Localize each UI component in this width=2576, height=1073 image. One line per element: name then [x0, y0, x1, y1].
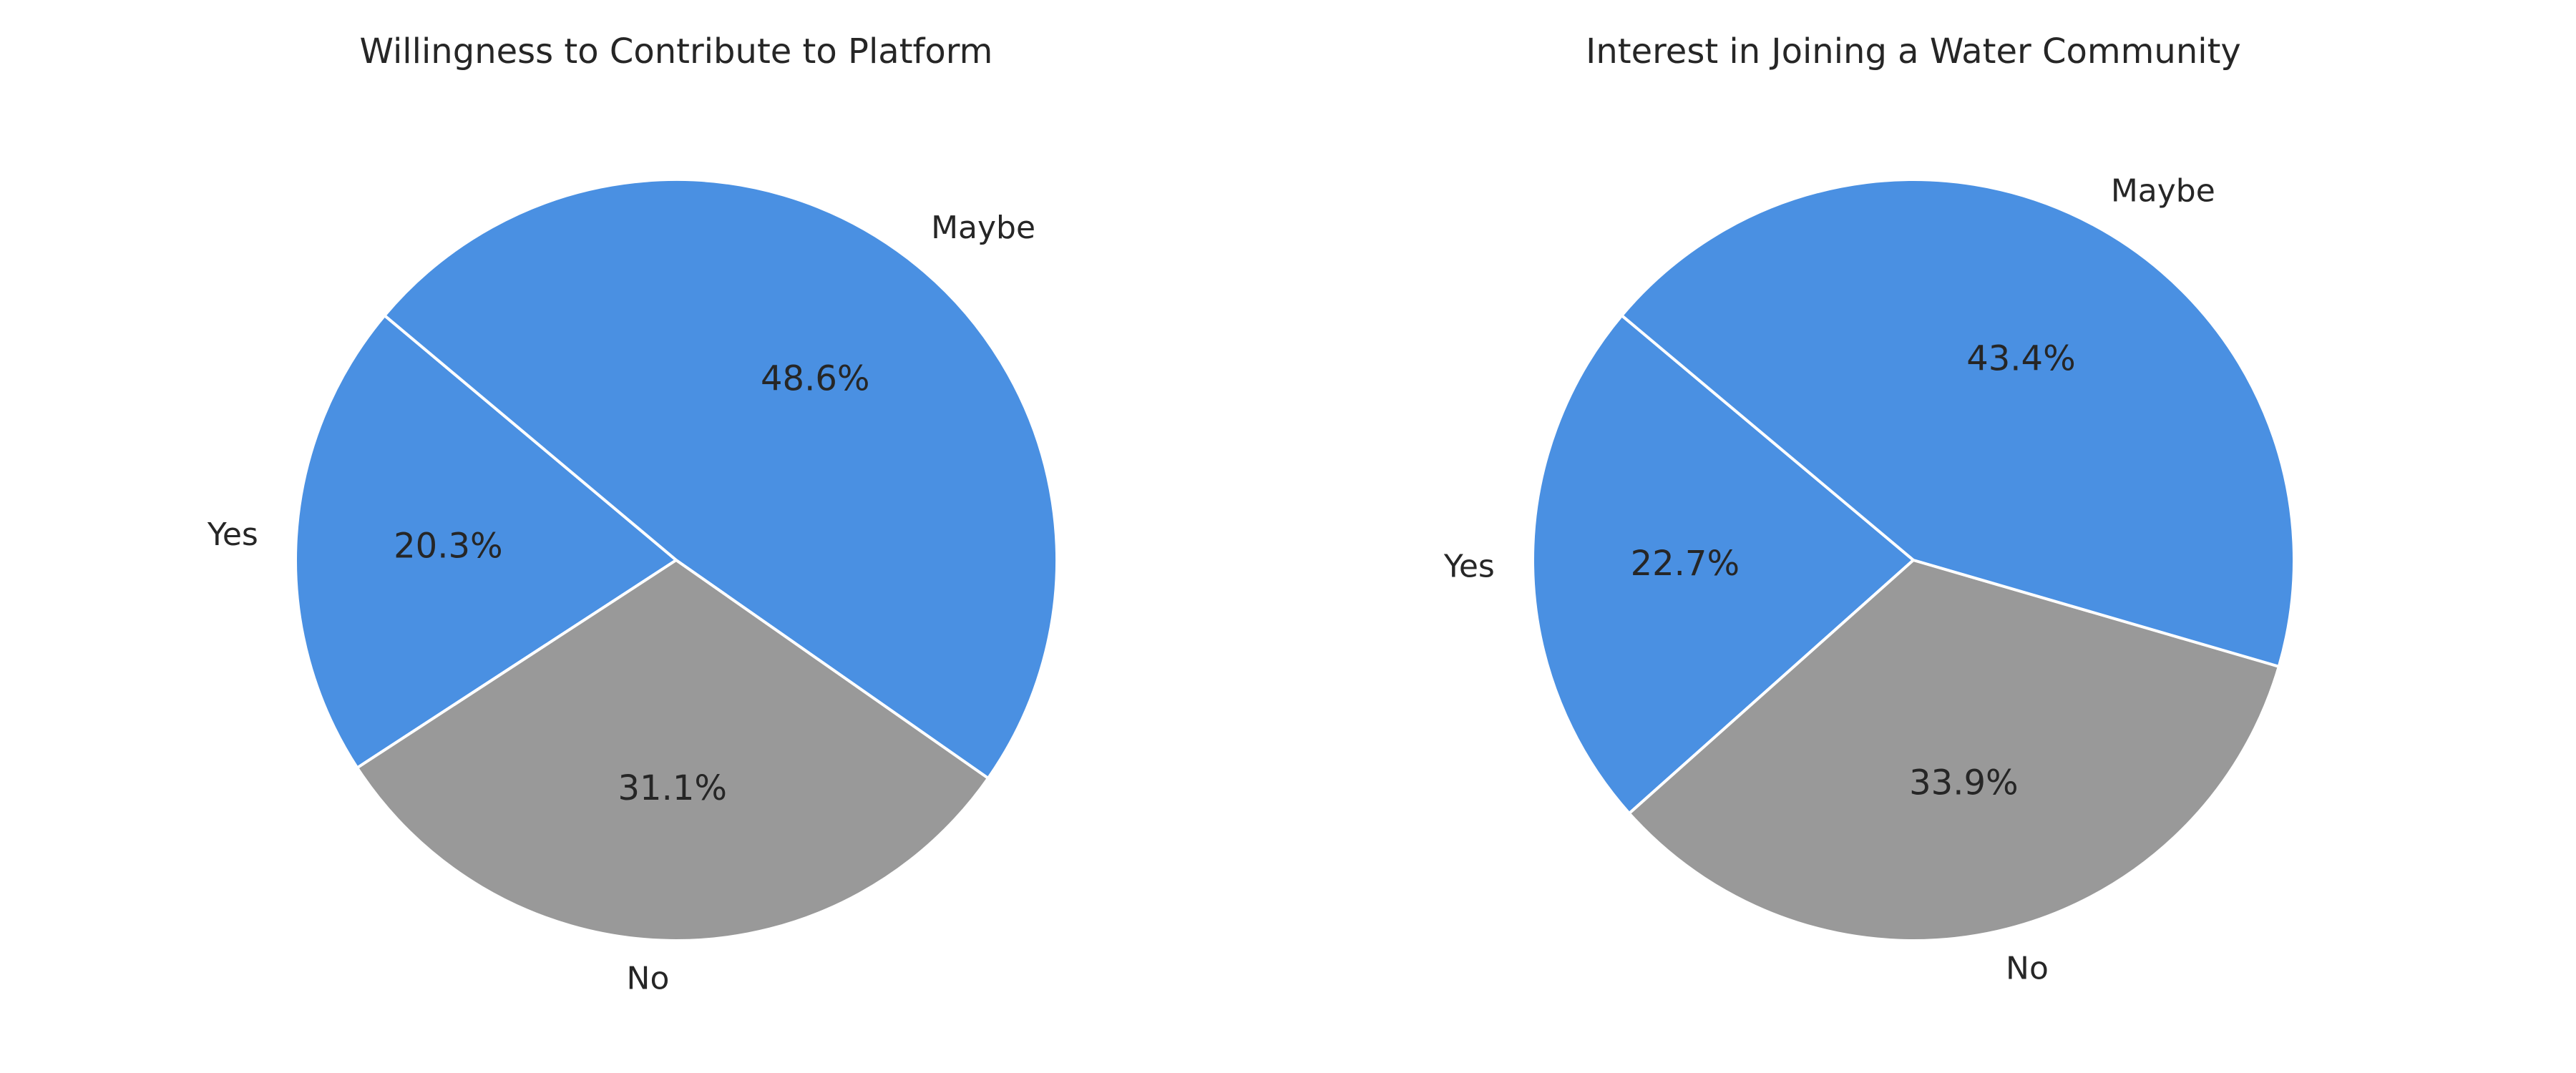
pie-percent-label: 31.1%: [618, 768, 727, 808]
pie-category-label: No: [2006, 950, 2049, 986]
pie-percent-label: 20.3%: [394, 526, 502, 567]
chart-title: Willingness to Contribute to Platform: [360, 31, 993, 72]
pie-slice-no: [1627, 559, 2280, 942]
pie-percent-label: 48.6%: [761, 359, 869, 399]
pie-category-label: No: [627, 961, 670, 997]
pie-percent-label: 22.7%: [1631, 544, 1740, 584]
pie-chart-water-community: Interest in Joining a Water Community 22…: [1443, 31, 2296, 986]
chart-title: Interest in Joining a Water Community: [1586, 31, 2241, 72]
pie-percent-label: 43.4%: [1966, 338, 2075, 378]
pie-slice-yes: [1531, 314, 1915, 815]
pie-category-label: Maybe: [2111, 172, 2215, 209]
pie-chart-contribute: Willingness to Contribute to Platform 20…: [207, 31, 1058, 997]
pie-slice-maybe: [383, 178, 1058, 780]
pie-labels: 20.3% Yes 31.1% No 48.6% Maybe: [207, 210, 1035, 997]
pie-labels: 22.7% Yes 33.9% No 43.4% Maybe: [1443, 172, 2215, 986]
pie-percent-label: 33.9%: [1909, 763, 2018, 803]
pie-slice-maybe: [1620, 178, 2296, 668]
pie-slices: [294, 178, 1058, 942]
pie-slices: [1531, 178, 2296, 942]
pie-category-label: Yes: [1443, 548, 1495, 584]
pie-category-label: Yes: [207, 516, 258, 553]
pie-slice-no: [356, 559, 990, 942]
pie-slice-yes: [294, 314, 678, 770]
pie-category-label: Maybe: [931, 210, 1035, 246]
